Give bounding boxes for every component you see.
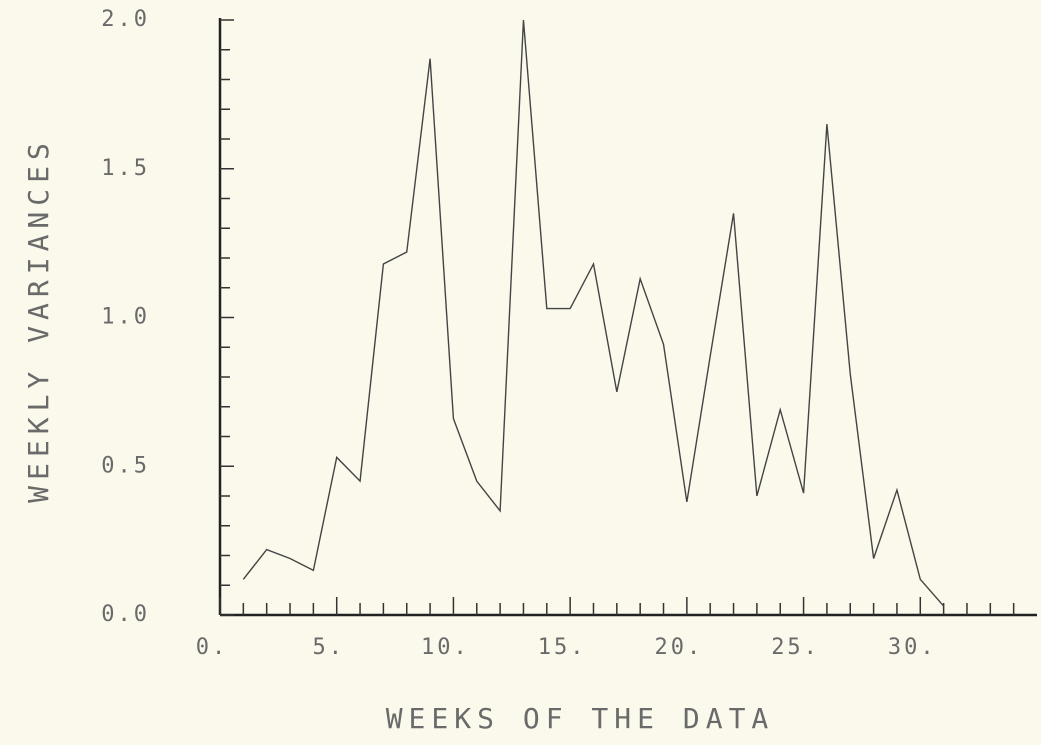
x-axis-label: WEEKS OF THE DATA bbox=[386, 702, 775, 735]
data-line bbox=[242, 19, 945, 607]
x-tick-label: 15. bbox=[538, 635, 587, 660]
y-tick-label: 1.0 bbox=[101, 305, 150, 330]
x-tick-label: 30. bbox=[888, 635, 937, 660]
x-tick-label: 10. bbox=[421, 635, 470, 660]
x-tick-label: 25. bbox=[771, 635, 820, 660]
x-tick-label: 0. bbox=[196, 635, 229, 660]
y-tick-label: 1.5 bbox=[101, 156, 150, 181]
y-tick-label: 2.0 bbox=[101, 7, 150, 32]
y-tick-label: 0.0 bbox=[101, 602, 150, 627]
y-axis-label: WEEKLY VARIANCES bbox=[22, 137, 55, 503]
y-tick-label: 0.5 bbox=[101, 453, 150, 478]
x-tick-label: 5. bbox=[312, 635, 345, 660]
x-tick-label: 20. bbox=[654, 635, 703, 660]
